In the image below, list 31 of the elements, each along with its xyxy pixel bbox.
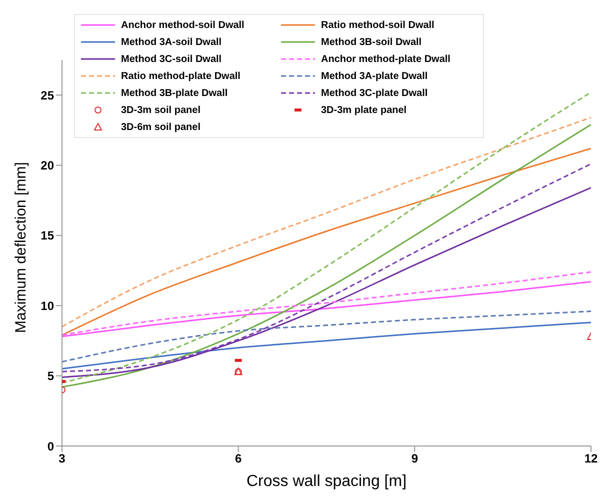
x-tick-label: 12 bbox=[584, 452, 598, 466]
legend-label: Anchor method-soil Dwall bbox=[121, 20, 244, 30]
x-axis-title: Cross wall spacing [m] bbox=[246, 473, 407, 490]
legend-label: Method 3B-soil Dwall bbox=[321, 36, 422, 48]
legend-label: Method 3C-soil Dwall bbox=[121, 54, 222, 64]
legend-label: 3D-3m soil panel bbox=[121, 104, 200, 116]
x-tick-label: 9 bbox=[411, 452, 418, 466]
line-series bbox=[62, 116, 591, 328]
x-tick-label: 3 bbox=[58, 452, 66, 466]
line-series bbox=[62, 281, 591, 338]
y-tick-label: 10 bbox=[40, 298, 54, 313]
legend-label: Ratio method-soil Dwall bbox=[321, 20, 434, 30]
x-tick-label: 6 bbox=[234, 452, 242, 466]
y-tick-label: 0 bbox=[47, 439, 54, 454]
legend-label: Method 3A-plate Dwall bbox=[321, 70, 428, 82]
legend-label: Ratio method-plate Dwall bbox=[121, 70, 240, 82]
y-axis-title: Maximum deflection [mm] bbox=[12, 162, 30, 333]
legend-label: 3D-3m plate panel bbox=[321, 104, 407, 116]
legend-label: 3D-6m soil panel bbox=[121, 122, 200, 132]
y-tick-label: 25 bbox=[40, 88, 54, 102]
y-tick-label: 20 bbox=[40, 158, 54, 173]
line-series bbox=[62, 310, 591, 363]
y-tick-label: 15 bbox=[40, 228, 54, 243]
legend-label: Method 3A-soil Dwall bbox=[121, 36, 222, 48]
legend-label: Method 3C-plate Dwall bbox=[321, 88, 428, 98]
legend-label: Anchor method-plate Dwall bbox=[321, 54, 450, 64]
line-series bbox=[62, 271, 591, 336]
legend-label: Method 3B-plate Dwall bbox=[121, 88, 228, 98]
y-tick-label: 5 bbox=[47, 369, 54, 384]
line-series bbox=[62, 322, 591, 370]
line-series bbox=[62, 148, 591, 336]
